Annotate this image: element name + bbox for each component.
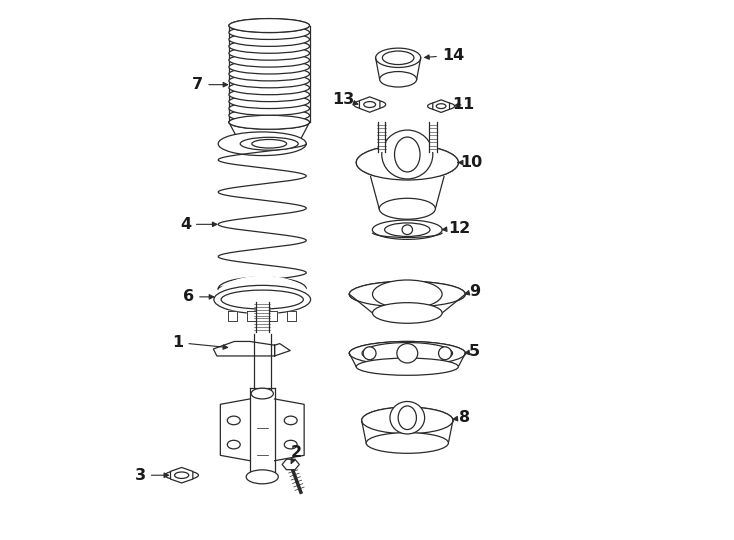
Polygon shape [250, 388, 275, 477]
Ellipse shape [372, 302, 442, 323]
Ellipse shape [229, 102, 310, 116]
Ellipse shape [229, 32, 310, 46]
Text: 1: 1 [172, 335, 228, 350]
Ellipse shape [436, 104, 446, 109]
Ellipse shape [362, 407, 453, 434]
Ellipse shape [354, 100, 385, 109]
Ellipse shape [175, 472, 189, 478]
Polygon shape [349, 294, 465, 313]
Text: 2: 2 [291, 445, 302, 463]
Polygon shape [255, 302, 269, 332]
Polygon shape [371, 177, 444, 209]
Ellipse shape [349, 281, 465, 307]
Ellipse shape [362, 342, 453, 364]
Ellipse shape [402, 225, 413, 234]
Polygon shape [275, 343, 290, 356]
Text: 4: 4 [180, 217, 217, 232]
Ellipse shape [218, 132, 306, 156]
Ellipse shape [372, 280, 442, 308]
Ellipse shape [364, 102, 376, 107]
Polygon shape [360, 97, 380, 112]
Ellipse shape [229, 87, 310, 102]
Ellipse shape [214, 285, 310, 314]
Polygon shape [220, 399, 250, 461]
Text: 5: 5 [465, 344, 480, 359]
Polygon shape [282, 459, 299, 470]
Ellipse shape [398, 406, 416, 429]
Ellipse shape [246, 470, 278, 484]
Ellipse shape [229, 25, 310, 39]
Ellipse shape [240, 137, 298, 150]
Ellipse shape [229, 115, 310, 129]
Ellipse shape [366, 433, 448, 453]
Ellipse shape [229, 46, 310, 60]
Ellipse shape [390, 401, 425, 434]
Ellipse shape [165, 471, 198, 480]
Text: 7: 7 [192, 77, 228, 92]
Ellipse shape [228, 416, 240, 425]
Polygon shape [228, 312, 237, 321]
Text: 14: 14 [425, 48, 464, 63]
Ellipse shape [438, 347, 451, 360]
Ellipse shape [356, 358, 458, 375]
Polygon shape [275, 399, 304, 461]
Polygon shape [429, 122, 437, 152]
Ellipse shape [221, 290, 303, 309]
Ellipse shape [229, 109, 310, 123]
Text: 8: 8 [453, 410, 470, 425]
Polygon shape [349, 353, 465, 367]
Ellipse shape [379, 72, 417, 87]
Polygon shape [247, 312, 255, 321]
Ellipse shape [363, 347, 376, 360]
Ellipse shape [252, 139, 287, 148]
Ellipse shape [284, 416, 297, 425]
Ellipse shape [228, 440, 240, 449]
Ellipse shape [356, 145, 458, 180]
Ellipse shape [229, 115, 310, 129]
Ellipse shape [229, 39, 310, 53]
Ellipse shape [284, 440, 297, 449]
Ellipse shape [379, 198, 435, 219]
Polygon shape [288, 312, 296, 321]
Text: 6: 6 [183, 289, 214, 305]
Ellipse shape [382, 130, 433, 179]
Polygon shape [229, 122, 310, 144]
Polygon shape [362, 421, 453, 443]
Text: 13: 13 [332, 92, 357, 107]
Text: 9: 9 [465, 284, 480, 299]
Ellipse shape [397, 343, 418, 363]
Ellipse shape [229, 53, 310, 67]
Text: 11: 11 [453, 97, 475, 112]
Ellipse shape [349, 341, 465, 365]
Polygon shape [214, 341, 275, 356]
Ellipse shape [229, 74, 310, 88]
Text: 3: 3 [135, 468, 169, 483]
Polygon shape [378, 122, 385, 152]
Ellipse shape [385, 223, 430, 237]
Polygon shape [433, 100, 449, 112]
Ellipse shape [229, 94, 310, 109]
Ellipse shape [251, 388, 273, 399]
Ellipse shape [229, 81, 310, 94]
Polygon shape [253, 334, 271, 394]
Polygon shape [170, 468, 193, 483]
Ellipse shape [349, 281, 465, 307]
Ellipse shape [229, 18, 310, 32]
Ellipse shape [356, 145, 458, 180]
Ellipse shape [362, 407, 453, 434]
Text: 12: 12 [442, 221, 470, 235]
Ellipse shape [376, 48, 421, 68]
Ellipse shape [218, 277, 306, 301]
Ellipse shape [395, 137, 420, 172]
Ellipse shape [229, 18, 310, 32]
Ellipse shape [382, 51, 414, 65]
Ellipse shape [428, 102, 454, 110]
Ellipse shape [229, 67, 310, 81]
Ellipse shape [349, 341, 465, 365]
Text: 10: 10 [458, 155, 483, 170]
Ellipse shape [372, 220, 442, 239]
Polygon shape [376, 58, 421, 79]
Ellipse shape [229, 60, 310, 74]
Polygon shape [269, 312, 277, 321]
